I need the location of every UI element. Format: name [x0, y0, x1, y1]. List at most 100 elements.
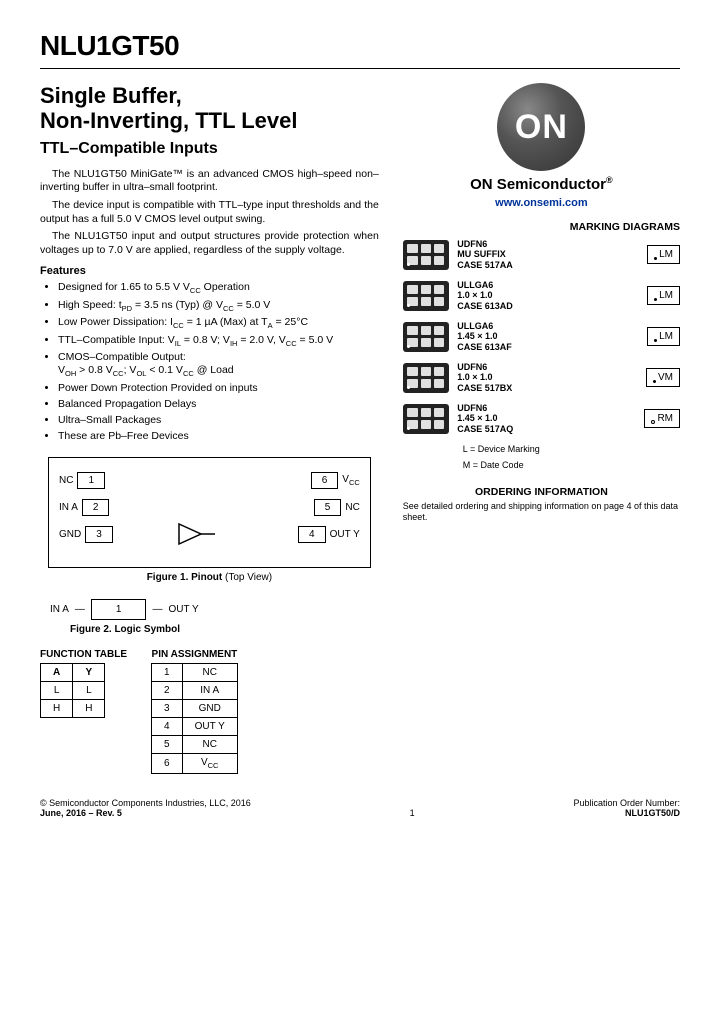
package-row: 1UDFN61.0 × 1.0CASE 517BXVM	[403, 362, 680, 393]
table-cell: 5	[152, 736, 183, 754]
footer-date-rev: June, 2016 – Rev. 5	[40, 808, 251, 818]
pin-label: NC	[345, 502, 359, 513]
function-table-wrap: FUNCTION TABLE AY LL HH	[40, 649, 127, 718]
pin-label: NC	[59, 475, 73, 486]
marking-heading: MARKING DIAGRAMS	[403, 221, 680, 233]
package-label: ULLGA61.0 × 1.0CASE 613AD	[457, 280, 637, 311]
table-cell: L	[41, 682, 73, 700]
package-row: 1UDFN6MU SUFFIXCASE 517AALM	[403, 239, 680, 270]
marking-code-box: LM	[647, 327, 680, 346]
table-cell: 2	[152, 682, 183, 700]
table-cell: 3	[152, 700, 183, 718]
marking-code-box: VM	[646, 368, 680, 387]
marking-code-box: LM	[647, 245, 680, 264]
features-heading: Features	[40, 265, 379, 277]
pin-label: OUT Y	[330, 529, 360, 540]
feature-item: High Speed: tPD = 3.5 ns (Typ) @ VCC = 5…	[58, 299, 379, 313]
feature-item: Ultra–Small Packages	[58, 414, 379, 427]
title-line1: Single Buffer,	[40, 83, 182, 108]
pin-number: 4	[298, 526, 326, 543]
pin-number: 3	[85, 526, 113, 543]
feature-item: Designed for 1.65 to 5.5 V VCC Operation	[58, 281, 379, 295]
table-cell: IN A	[182, 682, 237, 700]
function-table: AY LL HH	[40, 663, 105, 718]
package-label: UDFN6MU SUFFIXCASE 517AA	[457, 239, 637, 270]
feature-item: Power Down Protection Provided on inputs	[58, 382, 379, 395]
feature-item: CMOS–Compatible Output:VOH > 0.8 VCC; VO…	[58, 351, 379, 379]
package-row: 1ULLGA61.0 × 1.0CASE 613ADLM	[403, 280, 680, 311]
chip-icon	[403, 363, 449, 393]
footer-pub-num: NLU1GT50/D	[573, 808, 680, 818]
chip-icon	[403, 322, 449, 352]
divider	[40, 68, 680, 69]
paragraph-3: The NLU1GT50 input and output structures…	[40, 230, 379, 257]
package-label: ULLGA61.45 × 1.0CASE 613AF	[457, 321, 637, 352]
footer-pub-label: Publication Order Number:	[573, 798, 680, 808]
on-logo-icon: ON	[497, 83, 585, 171]
table-cell: 4	[152, 718, 183, 736]
paragraph-2: The device input is compatible with TTL–…	[40, 199, 379, 226]
title-line2: Non-Inverting, TTL Level	[40, 108, 298, 133]
logic-symbol: IN A — 1 — OUT Y	[50, 599, 379, 620]
buffer-symbol-icon	[177, 522, 217, 546]
marking-code-box: LM	[647, 286, 680, 305]
table-header: Y	[73, 664, 105, 682]
table-cell: H	[73, 700, 105, 718]
feature-item: TTL–Compatible Input: VIL = 0.8 V; VIH =…	[58, 334, 379, 348]
footer-right: Publication Order Number: NLU1GT50/D	[573, 798, 680, 818]
footer-left: © Semiconductor Components Industries, L…	[40, 798, 251, 818]
feature-item: Low Power Dissipation: ICC = 1 µA (Max) …	[58, 316, 379, 330]
table-cell: OUT Y	[182, 718, 237, 736]
paragraph-1: The NLU1GT50 MiniGate™ is an advanced CM…	[40, 168, 379, 195]
pinout-diagram: NC1 6VCC IN A2 5NC GND3 4OUT Y	[48, 457, 371, 568]
right-column: ON ON Semiconductor® www.onsemi.com MARK…	[403, 83, 680, 774]
subtitle: TTL–Compatible Inputs	[40, 140, 379, 158]
footer-page: 1	[251, 808, 574, 818]
logic-box: 1	[91, 599, 147, 620]
chip-icon	[403, 240, 449, 270]
pin-number: 6	[311, 472, 339, 489]
chip-icon	[403, 281, 449, 311]
table-cell: L	[73, 682, 105, 700]
pin-number: 1	[77, 472, 105, 489]
chip-icon	[403, 404, 449, 434]
logic-in-label: IN A	[50, 604, 69, 615]
main-content: Single Buffer, Non-Inverting, TTL Level …	[40, 83, 680, 774]
footer: © Semiconductor Components Industries, L…	[40, 798, 680, 818]
left-column: Single Buffer, Non-Inverting, TTL Level …	[40, 83, 379, 774]
table-cell: VCC	[182, 754, 237, 774]
title: Single Buffer, Non-Inverting, TTL Level	[40, 83, 379, 134]
function-table-title: FUNCTION TABLE	[40, 649, 127, 660]
table-cell: H	[41, 700, 73, 718]
table-header: A	[41, 664, 73, 682]
tables-row: FUNCTION TABLE AY LL HH PIN ASSIGNMENT 1…	[40, 649, 379, 774]
brand-name: ON Semiconductor®	[403, 175, 680, 193]
pin-assignment-title: PIN ASSIGNMENT	[151, 649, 238, 660]
feature-item: These are Pb–Free Devices	[58, 430, 379, 443]
brand-url[interactable]: www.onsemi.com	[403, 197, 680, 209]
ordering-heading: ORDERING INFORMATION	[403, 486, 680, 498]
table-cell: NC	[182, 736, 237, 754]
legend-m: M = Date Code	[463, 460, 680, 470]
pin-label: IN A	[59, 502, 78, 513]
table-cell: NC	[182, 664, 237, 682]
ordering-text: See detailed ordering and shipping infor…	[403, 501, 680, 523]
table-cell: 1	[152, 664, 183, 682]
package-label: UDFN61.0 × 1.0CASE 517BX	[457, 362, 636, 393]
package-label: UDFN61.45 × 1.0CASE 517AQ	[457, 403, 634, 434]
marking-code-box: RM	[644, 409, 680, 428]
legend-l: L = Device Marking	[463, 444, 680, 454]
table-cell: 6	[152, 754, 183, 774]
package-row: 1ULLGA61.45 × 1.0CASE 613AFLM	[403, 321, 680, 352]
brand-logo-wrap: ON	[403, 83, 680, 171]
logic-out-label: OUT Y	[168, 604, 198, 615]
pin-assignment-table: 1NC 2IN A 3GND 4OUT Y 5NC 6VCC	[151, 663, 238, 774]
footer-copyright: © Semiconductor Components Industries, L…	[40, 798, 251, 808]
pin-label: VCC	[342, 474, 360, 487]
package-list: 1UDFN6MU SUFFIXCASE 517AALM1ULLGA61.0 × …	[403, 239, 680, 434]
features-list: Designed for 1.65 to 5.5 V VCC Operation…	[40, 281, 379, 443]
pin-assignment-wrap: PIN ASSIGNMENT 1NC 2IN A 3GND 4OUT Y 5NC…	[151, 649, 238, 774]
package-row: 1UDFN61.45 × 1.0CASE 517AQRM	[403, 403, 680, 434]
figure2-caption: Figure 2. Logic Symbol	[70, 624, 379, 635]
pin-number: 5	[314, 499, 342, 516]
